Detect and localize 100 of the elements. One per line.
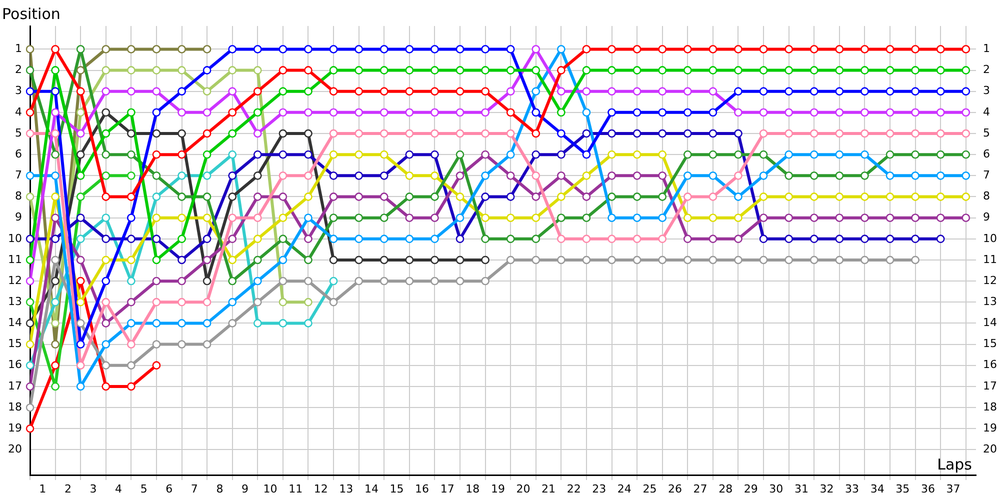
point [76,340,85,348]
point [278,298,288,306]
point [532,256,540,264]
point [102,45,110,54]
point [936,66,945,74]
point [152,66,161,74]
point [532,66,540,74]
point [102,361,110,370]
point [127,382,136,391]
point [102,276,110,286]
point [76,87,85,96]
point [708,66,718,74]
point [380,276,388,286]
point [380,108,388,117]
point [304,87,312,96]
point [734,172,742,180]
x-tick-label: 36 [920,482,935,496]
point [784,192,793,201]
point [632,108,642,117]
point [886,256,894,264]
point [76,150,85,159]
point [202,150,212,159]
point [582,214,591,222]
point [102,87,110,96]
x-tick-label: 7 [190,482,198,496]
point [810,45,818,54]
point [860,256,869,264]
point [405,66,414,74]
point [254,129,262,138]
point [51,234,60,244]
y-tick-label: 11 [8,252,22,266]
point [152,172,161,180]
point [152,129,161,138]
point [354,129,363,138]
point [481,234,490,244]
point [632,214,642,222]
y-tick-label: 5 [15,126,22,140]
point [911,214,920,222]
point [860,234,869,244]
point [506,129,515,138]
point [936,150,945,159]
point [254,192,262,201]
x-tick-label: 25 [642,482,657,496]
point [886,87,894,96]
point [304,214,312,222]
point [354,256,363,264]
point [962,172,970,180]
point [608,87,616,96]
point [658,172,666,180]
point [632,66,642,74]
point [708,87,718,96]
point [178,340,186,348]
point [582,108,591,117]
point [102,66,110,74]
point [632,234,642,244]
point [860,172,869,180]
point [582,150,591,159]
point [329,276,338,286]
point [127,340,136,348]
point [228,129,236,138]
point [456,192,464,201]
point [127,66,136,74]
point [708,108,718,117]
point [456,276,464,286]
point [127,234,136,244]
point [962,45,970,54]
x-tick-label: 13 [339,482,354,496]
point [354,150,363,159]
point [354,87,363,96]
point [734,45,742,54]
point [278,129,288,138]
point [304,192,312,201]
point [962,66,970,74]
point [608,150,616,159]
point [405,192,414,201]
point [127,256,136,264]
point [582,192,591,201]
point [784,234,793,244]
point [304,172,312,180]
point [278,87,288,96]
point [860,129,869,138]
x-tick-label: 35 [896,482,910,496]
point [684,108,692,117]
point [354,45,363,54]
point [405,108,414,117]
point [582,87,591,96]
point [202,276,212,286]
point [582,129,591,138]
point [557,87,566,96]
point [26,424,34,433]
point [202,66,212,74]
point [127,45,136,54]
point [936,108,945,117]
point [304,129,312,138]
point [456,150,464,159]
point [380,129,388,138]
point [734,234,742,244]
point [254,66,262,74]
point [152,108,161,117]
x-tick-label: 37 [946,482,960,496]
